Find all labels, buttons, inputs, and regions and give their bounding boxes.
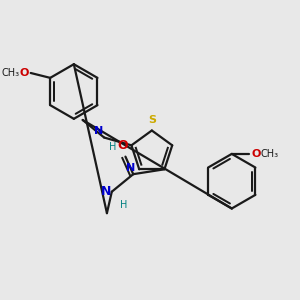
Text: N: N — [126, 163, 135, 173]
Text: N: N — [100, 185, 111, 198]
Text: N: N — [94, 126, 103, 136]
Text: CH₃: CH₃ — [2, 68, 20, 78]
Text: O: O — [117, 139, 128, 152]
Text: CH₃: CH₃ — [260, 149, 278, 159]
Text: S: S — [148, 115, 156, 125]
Text: O: O — [20, 68, 29, 78]
Text: H: H — [120, 200, 127, 209]
Text: H: H — [109, 142, 116, 152]
Text: O: O — [251, 149, 261, 159]
